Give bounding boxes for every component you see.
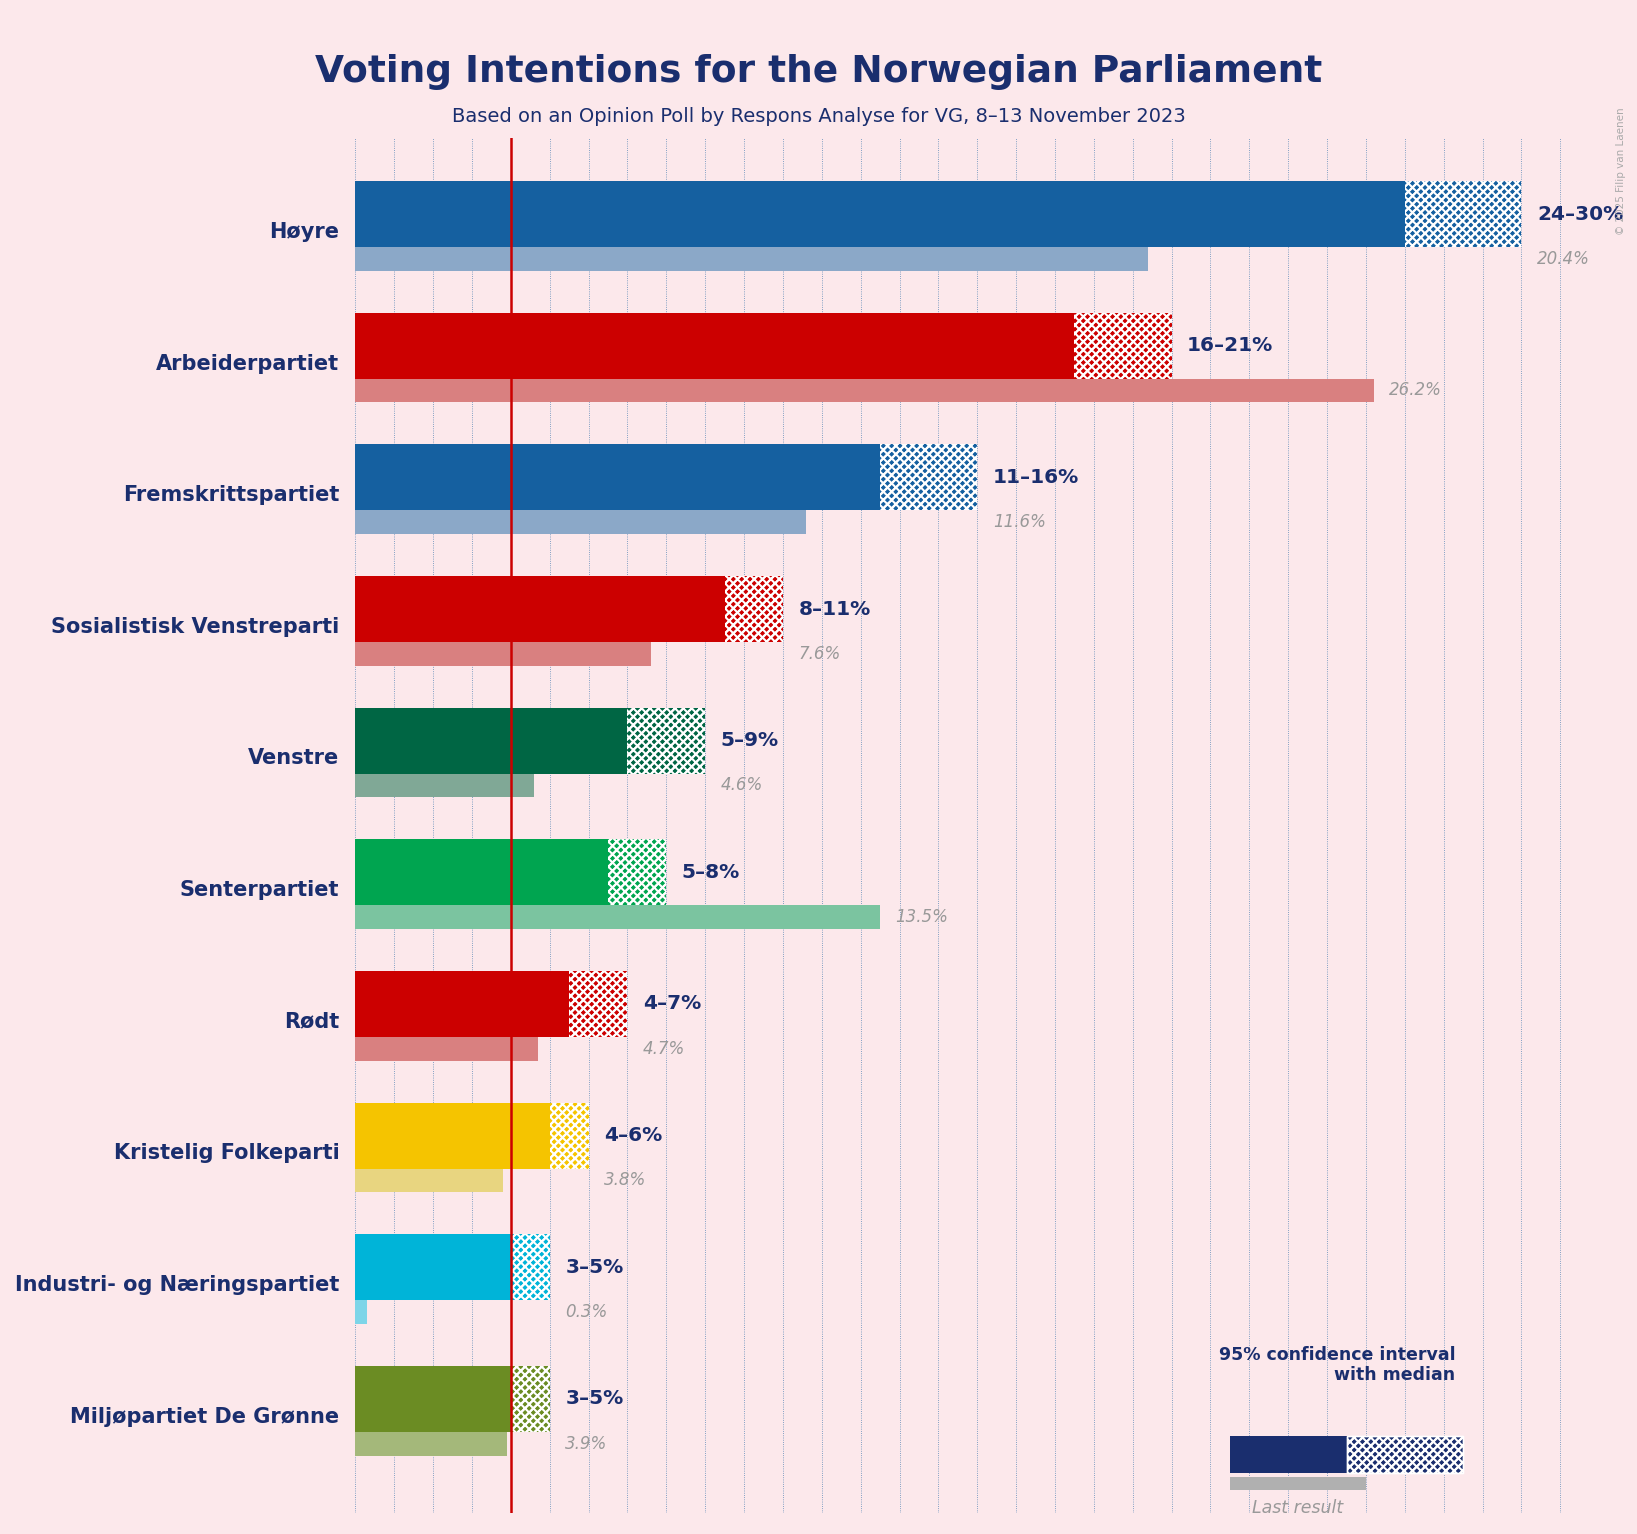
Bar — [1074, 313, 1172, 379]
Bar — [355, 1431, 507, 1456]
Text: 3–5%: 3–5% — [565, 1390, 624, 1408]
Text: 8–11%: 8–11% — [799, 600, 871, 618]
Bar — [725, 577, 782, 641]
Text: 4–6%: 4–6% — [604, 1126, 663, 1144]
Text: 95% confidence interval
with median: 95% confidence interval with median — [1218, 1345, 1455, 1384]
Bar — [511, 1235, 550, 1301]
Bar — [607, 839, 666, 905]
Bar — [355, 971, 570, 1037]
Text: 11–16%: 11–16% — [992, 468, 1079, 486]
Bar — [511, 1365, 550, 1431]
Text: © 2025 Filip van Laenen: © 2025 Filip van Laenen — [1616, 107, 1626, 235]
Bar — [627, 707, 706, 773]
Bar — [570, 971, 627, 1037]
Text: Based on an Opinion Poll by Respons Analyse for VG, 8–13 November 2023: Based on an Opinion Poll by Respons Anal… — [452, 107, 1185, 126]
Bar — [881, 445, 977, 511]
Bar — [1229, 1477, 1365, 1490]
Bar — [355, 1103, 550, 1169]
Bar — [355, 707, 627, 773]
Text: 4.6%: 4.6% — [720, 776, 763, 795]
Bar — [355, 1235, 511, 1301]
Bar — [355, 905, 881, 930]
Bar — [550, 1103, 589, 1169]
Bar — [355, 1301, 367, 1324]
Text: 4–7%: 4–7% — [643, 994, 701, 1014]
Bar — [355, 773, 534, 798]
Text: 5–9%: 5–9% — [720, 732, 779, 750]
Bar — [511, 1235, 550, 1301]
Bar — [550, 1103, 589, 1169]
Bar — [1347, 1436, 1463, 1473]
Bar — [1405, 181, 1521, 247]
Bar — [607, 839, 666, 905]
Bar — [725, 577, 782, 641]
Bar — [355, 839, 607, 905]
Bar — [355, 313, 1074, 379]
Bar — [355, 1037, 539, 1060]
Bar — [355, 247, 1148, 270]
Text: 3–5%: 3–5% — [565, 1258, 624, 1276]
Bar — [1074, 313, 1172, 379]
Bar — [355, 577, 725, 641]
Bar — [355, 641, 652, 666]
Text: 24–30%: 24–30% — [1537, 204, 1624, 224]
Text: 26.2%: 26.2% — [1390, 382, 1442, 399]
Text: Last result: Last result — [1252, 1499, 1344, 1517]
Text: 4.7%: 4.7% — [643, 1040, 686, 1058]
Text: 16–21%: 16–21% — [1187, 336, 1274, 356]
Bar — [511, 1365, 550, 1431]
Bar — [355, 1169, 503, 1192]
Bar — [355, 511, 807, 534]
Text: 3.9%: 3.9% — [565, 1434, 607, 1453]
Bar — [1405, 181, 1521, 247]
Bar — [355, 445, 881, 511]
Bar — [355, 181, 1405, 247]
Text: 5–8%: 5–8% — [683, 862, 740, 882]
Text: 13.5%: 13.5% — [895, 908, 948, 927]
Bar — [355, 379, 1373, 402]
Bar — [570, 971, 627, 1037]
Text: Voting Intentions for the Norwegian Parliament: Voting Intentions for the Norwegian Parl… — [314, 54, 1323, 89]
Bar — [1229, 1436, 1347, 1473]
Text: 0.3%: 0.3% — [565, 1302, 607, 1321]
Text: 7.6%: 7.6% — [799, 644, 841, 663]
Text: 11.6%: 11.6% — [992, 514, 1046, 531]
Bar — [1347, 1436, 1463, 1473]
Text: 20.4%: 20.4% — [1537, 250, 1590, 268]
Bar — [881, 445, 977, 511]
Bar — [627, 707, 706, 773]
Text: 3.8%: 3.8% — [604, 1172, 647, 1189]
Bar — [355, 1365, 511, 1431]
